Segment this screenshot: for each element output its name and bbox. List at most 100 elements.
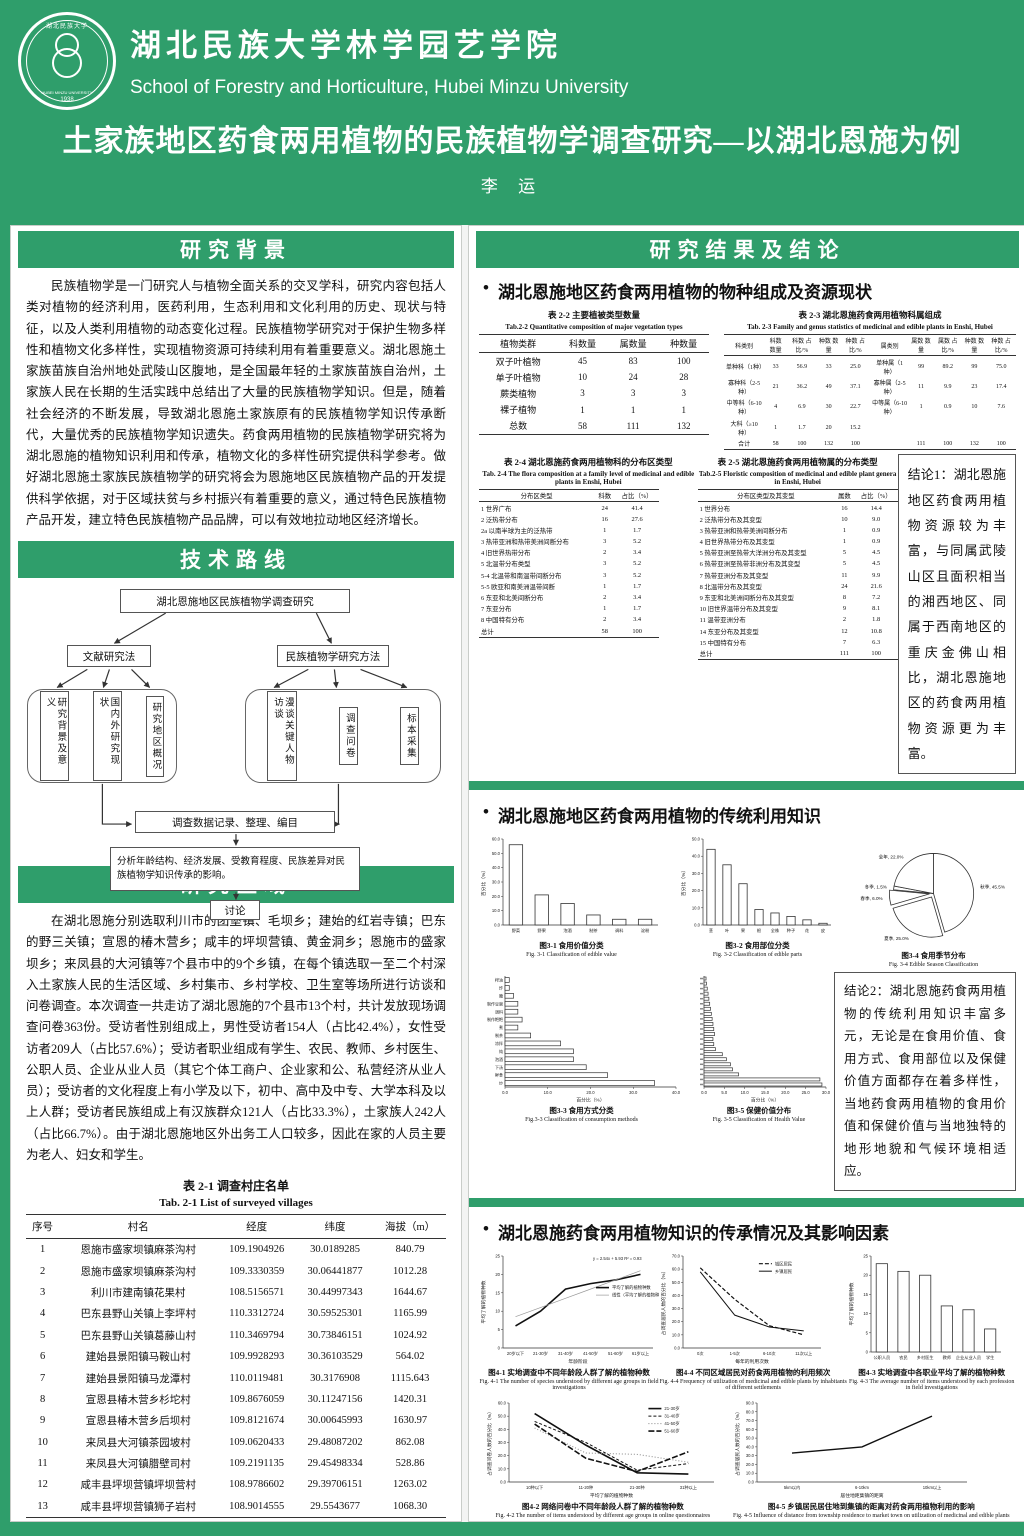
table-cell: 5 (842, 560, 847, 568)
svg-text:20.0: 20.0 (691, 888, 700, 893)
table-cell: 2 (842, 616, 847, 624)
table-cell: 1.7 (798, 424, 806, 431)
figure-4-4: 0.0 10.0 20.0 30.0 40.0 50.0 60.0 70.0 0次 1-5次 6-1… (659, 1247, 847, 1391)
flow-item-specimen-collection: 标本采集 (400, 707, 419, 765)
table-cell: 33 (825, 363, 832, 370)
svg-text:全株: 全株 (770, 927, 779, 934)
table-cell: 1115.643 (390, 1372, 430, 1384)
right-column: 研究结果及结论 • 湖北恩施地区药食两用植物的物种组成及资源现状 表 2-2 主… (468, 225, 1024, 1536)
table-cell: 恩施市盛家坝镇麻茶沟村 (80, 1245, 197, 1257)
svg-text:15: 15 (864, 1292, 869, 1297)
svg-text:20.0: 20.0 (492, 894, 501, 899)
table-cell: 总计 (479, 625, 595, 638)
svg-text:10.0: 10.0 (498, 1466, 507, 1471)
svg-text:0.0: 0.0 (502, 1090, 508, 1095)
column-header: 属数 (834, 489, 855, 503)
svg-text:41-50岁: 41-50岁 (583, 1350, 598, 1357)
table-cell: 单子叶植物 (495, 372, 541, 383)
svg-text:40.0: 40.0 (492, 866, 501, 871)
table-cell: 109.2191135 (229, 1458, 285, 1470)
table-2-3-caption: 表 2-3 湖北恩施药食两用植物科属组成 Tab. 2-3 Family and… (747, 310, 993, 331)
table-cell: 10.8 (870, 627, 882, 635)
table-cell: 1 (630, 404, 636, 415)
table-cell: 5-4 北温带和南温带间断分布 (481, 572, 562, 580)
svg-text:夏季, 25.0%: 夏季, 25.0% (884, 935, 909, 942)
svg-text:10.0: 10.0 (691, 906, 700, 911)
table-2-1-caption: 表 2-1 调查村庄名单 Tab. 2-1 List of surveyed v… (159, 1179, 313, 1210)
flow-item-questionnaire: 调查问卷 (338, 707, 358, 765)
table-cell: 7 东亚分布 (481, 606, 512, 614)
figure-3-1: 0.0 10.0 20.0 30.0 40.0 50.0 60.0 野菜 野果 泡酒 制茶 调料 淀粉 百… (479, 831, 664, 958)
svg-text:41-50岁: 41-50岁 (665, 1420, 680, 1427)
svg-text:11次以上: 11次以上 (795, 1350, 812, 1357)
table-cell: 1.7 (633, 526, 642, 534)
svg-text:30.0: 30.0 (691, 871, 700, 876)
table-row: 8 中国特有分布 2 3.4 (479, 614, 659, 625)
table-cell: 528.86 (395, 1458, 425, 1470)
table-cell: 58 (557, 417, 608, 435)
table-cell: 109.3330359 (229, 1265, 285, 1277)
table-cell (870, 418, 909, 438)
table-cell (962, 418, 986, 438)
table-row: 中等科（6-10种） 4 6.9 30 22.7 中等属（6-10种） 1 0.9 10 7.6 (724, 397, 1016, 417)
svg-text:0: 0 (866, 1349, 869, 1354)
figure-4-4-caption: 图4-4 不同区域居民对药食两用植物的利用频次 Fig. 4-4 Frequen… (659, 1367, 847, 1391)
column-header: 占比（%） (615, 489, 659, 503)
column-header: 序号 (26, 1214, 60, 1240)
table-cell: 109.8121674 (229, 1415, 285, 1427)
table-cell: 30.0189285 (310, 1244, 360, 1256)
table-cell: 1 (603, 526, 607, 534)
table-row: 10 旧世界温带分布及其变型 9 8.1 (698, 603, 898, 614)
bullet-heading-3: • 湖北恩施药食两用植物知识的传承情况及其影响因素 (483, 1218, 889, 1243)
table-cell: 11 (841, 571, 848, 579)
figure-4-5: 0.0 10.0 20.0 30.0 40.0 50.0 60.0 70.0 80.0 90.0 5… (733, 1394, 1010, 1519)
svg-text:20.0: 20.0 (672, 1319, 681, 1324)
logo-top-text: 湖北民族大学 (45, 24, 88, 30)
table-cell: 1 (603, 605, 607, 613)
table-2-2-caption: 表 2-2 主要植被类型数量 Tab.2-2 Quantitative comp… (505, 310, 683, 331)
table-row: 2 恩施市盛家坝镇麻茶沟村 109.3330359 30.06441877 1012.2… (26, 1261, 446, 1282)
table-cell: 宣恩县椿木营乡后坝村 (85, 1416, 191, 1428)
table-cell: 17.4 (995, 383, 1007, 390)
table-cell: 1.8 (872, 616, 881, 624)
svg-text:21-30种: 21-30种 (630, 1484, 645, 1491)
column-header: 属数 数量 (909, 333, 933, 357)
svg-text:6-10次: 6-10次 (763, 1350, 776, 1357)
svg-text:0.0: 0.0 (501, 1479, 507, 1484)
table-cell: 14.4 (870, 504, 882, 512)
table-cell: 9 (842, 605, 847, 613)
table-cell: 109.9928293 (229, 1351, 285, 1363)
svg-text:百分比（%）: 百分比（%） (576, 1097, 604, 1104)
university-logo-icon: 湖北民族大学 HUBEI MINZU UNIVERSITY 1938 (18, 12, 116, 110)
table-row: 8 北温带分布及其变型 24 21.6 (698, 581, 898, 592)
table-cell: 30.36103529 (307, 1351, 363, 1363)
svg-text:0.0: 0.0 (494, 923, 500, 928)
svg-text:20.0: 20.0 (498, 1453, 507, 1458)
table-cell: 2 (603, 594, 607, 602)
svg-text:5km以内: 5km以内 (784, 1484, 800, 1491)
svg-text:制作豆腐: 制作豆腐 (487, 1001, 503, 1007)
table-cell: 132 (816, 437, 841, 451)
table-header-row: 科类别 科数 数量 科数 占比/% 种数 数量 种数 占比/% 属类别 属数 数量 属数 占比… (724, 333, 1016, 357)
svg-text:6-10km: 6-10km (855, 1485, 869, 1490)
svg-text:春季, 6.0%: 春季, 6.0% (860, 895, 882, 902)
table-cell: 0.9 (943, 404, 952, 411)
table-cell: 1 (580, 404, 585, 415)
svg-text:平均了解的植物种数: 平均了解的植物种数 (612, 1284, 651, 1291)
table-cell: 3.4 (633, 616, 642, 624)
svg-text:90.0: 90.0 (746, 1400, 755, 1405)
svg-text:21-30岁: 21-30岁 (533, 1350, 548, 1357)
svg-text:制茶: 制茶 (589, 927, 598, 934)
table-cell: 2 (603, 549, 607, 557)
svg-text:占调查居民人数的百分比（%）: 占调查居民人数的百分比（%） (660, 1269, 667, 1336)
charts-row-2: 0.0 10.0 20.0 30.0 40.0 榨油炸腌制作豆腐 调料 制作粑粑煮制茶 凉拌炖泡… (479, 972, 1016, 1191)
svg-text:40.0: 40.0 (672, 1293, 681, 1298)
svg-text:10种以下: 10种以下 (526, 1484, 543, 1491)
svg-text:制作粑粑: 制作粑粑 (487, 1017, 503, 1023)
svg-text:0.0: 0.0 (694, 923, 700, 928)
table-cell: 10 旧世界温带分布及其变型 (699, 606, 778, 614)
column-header: 村名 (59, 1214, 218, 1240)
column-header: 海拔（m） (374, 1214, 446, 1240)
svg-text:31种以上: 31种以上 (680, 1484, 697, 1491)
table-row: 6 东亚和北美间断分布 2 3.4 (479, 592, 659, 603)
